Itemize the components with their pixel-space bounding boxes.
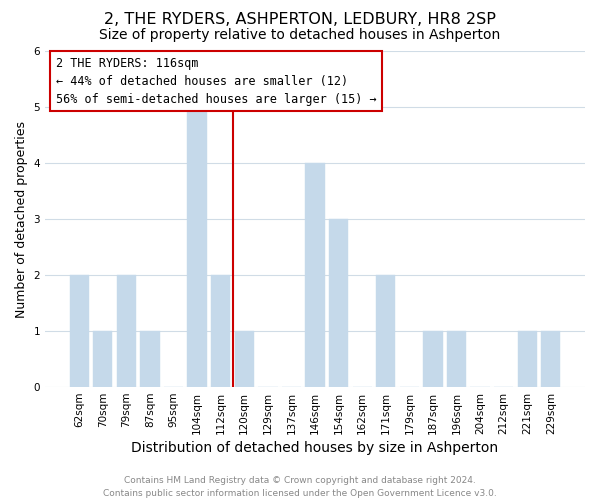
- X-axis label: Distribution of detached houses by size in Ashperton: Distribution of detached houses by size …: [131, 441, 499, 455]
- Bar: [187, 108, 207, 387]
- Bar: [329, 220, 348, 387]
- Text: Contains HM Land Registry data © Crown copyright and database right 2024.
Contai: Contains HM Land Registry data © Crown c…: [103, 476, 497, 498]
- Text: Size of property relative to detached houses in Ashperton: Size of property relative to detached ho…: [100, 28, 500, 42]
- Text: 2 THE RYDERS: 116sqm
← 44% of detached houses are smaller (12)
56% of semi-detac: 2 THE RYDERS: 116sqm ← 44% of detached h…: [56, 56, 376, 106]
- Bar: [140, 331, 160, 387]
- Bar: [117, 275, 136, 387]
- Bar: [518, 331, 537, 387]
- Bar: [211, 275, 230, 387]
- Bar: [70, 275, 89, 387]
- Bar: [423, 331, 443, 387]
- Bar: [93, 331, 112, 387]
- Bar: [447, 331, 466, 387]
- Bar: [541, 331, 560, 387]
- Y-axis label: Number of detached properties: Number of detached properties: [15, 121, 28, 318]
- Text: 2, THE RYDERS, ASHPERTON, LEDBURY, HR8 2SP: 2, THE RYDERS, ASHPERTON, LEDBURY, HR8 2…: [104, 12, 496, 28]
- Bar: [235, 331, 254, 387]
- Bar: [305, 164, 325, 387]
- Bar: [376, 275, 395, 387]
